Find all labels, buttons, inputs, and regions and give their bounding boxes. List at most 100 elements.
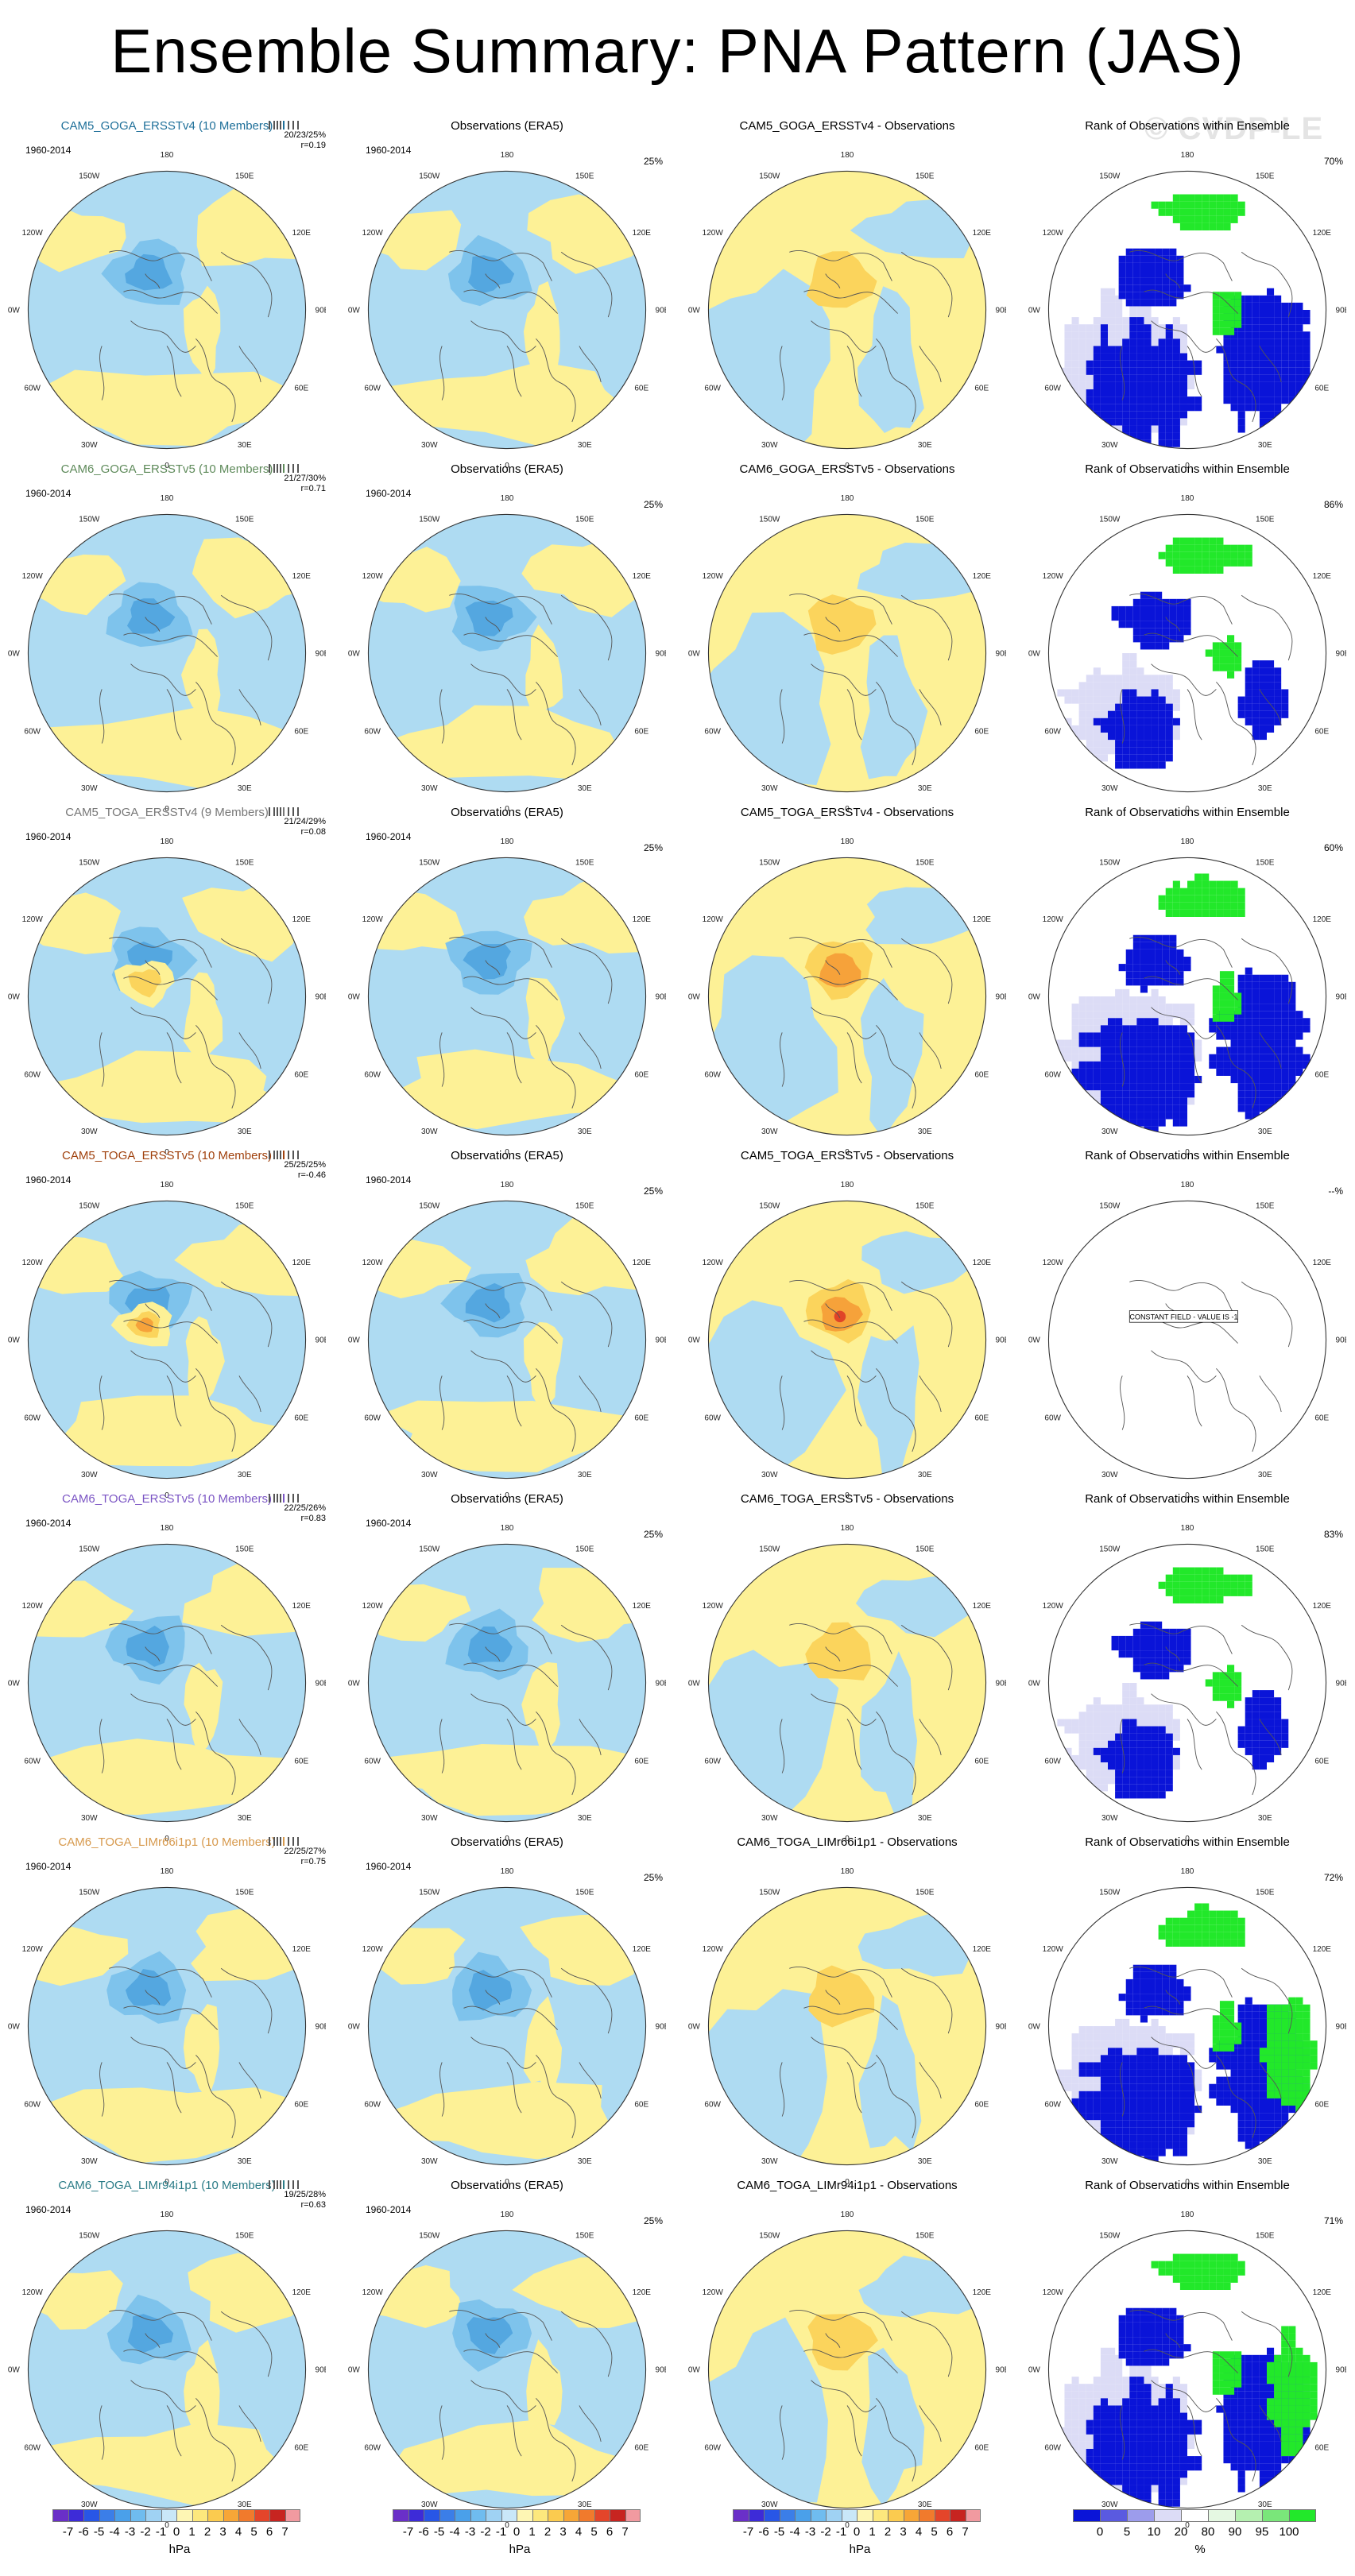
longitude-label: 0 [845,1491,850,1499]
difference-title: CAM6_TOGA_LIMr66i1p1 - Observations [737,1835,958,1849]
map-field [28,514,306,792]
rank-map: 180 150E 120E 90E 60E 30E 0 30W 60W 90W 120W 150W [1028,494,1346,812]
member-tick [273,2180,275,2189]
difference-map: 180 150E 120E 90E 60E 30E 0 30W 60W 90W 120W 150W [688,837,1006,1155]
longitude-label: 150E [575,515,594,524]
member-tick [288,464,289,473]
longitude-label: 60W [24,384,41,393]
longitude-label: 90W [8,993,20,1002]
ensemble-panel: CAM5_TOGA_ERSSTv4 (9 Members) 1960-2014 21… [0,806,334,1155]
rank-field [1048,2230,1326,2508]
longitude-label: 90W [688,1680,700,1688]
map-field [368,514,646,792]
longitude-label: 60E [974,2100,989,2109]
ensemble-panel: CAM6_TOGA_ERSSTv5 (10 Members) 1960-2014 2… [0,1492,334,1842]
longitude-label: 150E [1256,2231,1275,2240]
longitude-label: 30E [1258,1814,1272,1823]
longitude-label: 30W [1101,441,1118,450]
colorbar-tick-label: 5 [1123,2525,1131,2539]
longitude-label: 30E [578,441,592,450]
longitude-label: 0 [845,1148,850,1155]
ensemble-stats: 22/25/27% r=0.75 [262,1847,326,1867]
longitude-label: 90W [348,1680,360,1688]
member-tick [280,1151,281,1159]
colorbar-tick-label: 4 [915,2525,923,2539]
colorbar-unit: hPa [509,2543,531,2556]
difference-map: 180 150E 120E 90E 60E 30E 0 30W 60W 90W 120W 150W [688,151,1006,469]
observations-panel: Observations (ERA5) 1960-2014 25% 180 150E 12… [340,119,674,469]
ensemble-stats: 20/23/25% r=0.19 [262,130,326,151]
longitude-label: 60E [1314,1757,1329,1766]
difference-panel: CAM5_TOGA_ERSSTv5 - Observations 180 150E 1… [680,1149,1014,1499]
longitude-label: 120W [22,2288,44,2297]
colorbar-swatch [393,2509,408,2522]
colorbar-tick-label: 100 [1279,2525,1299,2539]
colorbar-tick-label: 3 [559,2525,567,2539]
member-tick-marks [269,462,316,474]
longitude-label: 90W [348,2023,360,2032]
longitude-label: 180 [841,1181,854,1189]
colorbar-tick-label: 3 [900,2525,907,2539]
longitude-label: 60W [364,2443,381,2452]
longitude-label: 120E [1313,229,1332,238]
colorbar-swatch [501,2509,517,2522]
ensemble-title: CAM6_TOGA_LIMr94i1p1 (10 Members) [58,2179,276,2192]
observations-title: Observations (ERA5) [451,806,563,819]
pattern-correlation: r=-0.46 [297,1170,326,1180]
longitude-label: 150E [916,1888,935,1897]
longitude-label: 30W [421,2501,438,2509]
colorbar-tick-label: 0 [1096,2525,1104,2539]
observations-panel: Observations (ERA5) 1960-2014 25% 180 150E 12… [340,2179,674,2528]
longitude-label: 120E [973,572,992,581]
longitude-label: 150E [916,515,935,524]
colorbar-swatch [903,2509,919,2522]
difference-title: CAM5_TOGA_ERSSTv4 - Observations [740,806,954,819]
colorbar-swatch [594,2509,610,2522]
longitude-label: 90W [8,1680,20,1688]
colorbar-swatch [99,2509,114,2522]
longitude-label: 90W [1028,307,1040,315]
colorbar-tick-label: 1 [188,2525,196,2539]
colorbar-tick-label: 7 [281,2525,288,2539]
longitude-label: 180 [841,151,854,160]
rank-title: Rank of Observations within Ensemble [1085,119,1290,133]
longitude-label: 30W [81,1814,98,1823]
difference-panel: CAM5_TOGA_ERSSTv4 - Observations 180 150E 1… [680,806,1014,1155]
longitude-label: 150E [575,1888,594,1897]
observations-title: Observations (ERA5) [451,462,563,476]
longitude-label: 120W [22,572,44,581]
longitude-label: 60E [634,2443,648,2452]
longitude-label: 30W [1101,1814,1118,1823]
pattern-correlation: r=0.75 [300,1857,327,1866]
map-field [708,514,986,792]
member-tick [280,121,281,130]
longitude-label: 0 [1185,2178,1190,2185]
longitude-label: 180 [1181,837,1194,846]
longitude-label: 90E [996,1336,1006,1345]
colorbar-tick-label: -5 [433,2525,445,2539]
ensemble-panel: CAM6_GOGA_ERSSTv5 (10 Members) 1960-2014 2… [0,462,334,812]
longitude-label: 30E [578,2501,592,2509]
member-tick [283,1151,285,1159]
longitude-label: 60E [294,1070,308,1079]
longitude-label: 120W [362,2288,384,2297]
colorbar-swatch [439,2509,455,2522]
longitude-label: 90W [1028,1680,1040,1688]
colorbar-tick-label: -7 [742,2525,754,2539]
longitude-label: 90W [688,993,700,1002]
member-tick [288,1837,289,1846]
longitude-label: 30E [238,2501,252,2509]
colorbar-tick-label: 1 [528,2525,536,2539]
longitude-label: 120E [973,915,992,924]
longitude-label: 120W [703,1259,724,1267]
rank-percent: 86% [1323,499,1343,510]
longitude-label: 60W [704,1070,721,1079]
colorbar-swatch [888,2509,904,2522]
longitude-label: 90W [348,2366,360,2375]
ensemble-map: 180 150E 120E 90E 60E 30E 0 30W 60W 90W 120W 150W [8,1181,326,1499]
longitude-label: 150W [419,1888,440,1897]
longitude-label: 30W [761,1127,778,1136]
longitude-label: 30W [761,1471,778,1479]
longitude-label: 150E [916,1201,935,1210]
longitude-label: 30E [918,784,932,793]
